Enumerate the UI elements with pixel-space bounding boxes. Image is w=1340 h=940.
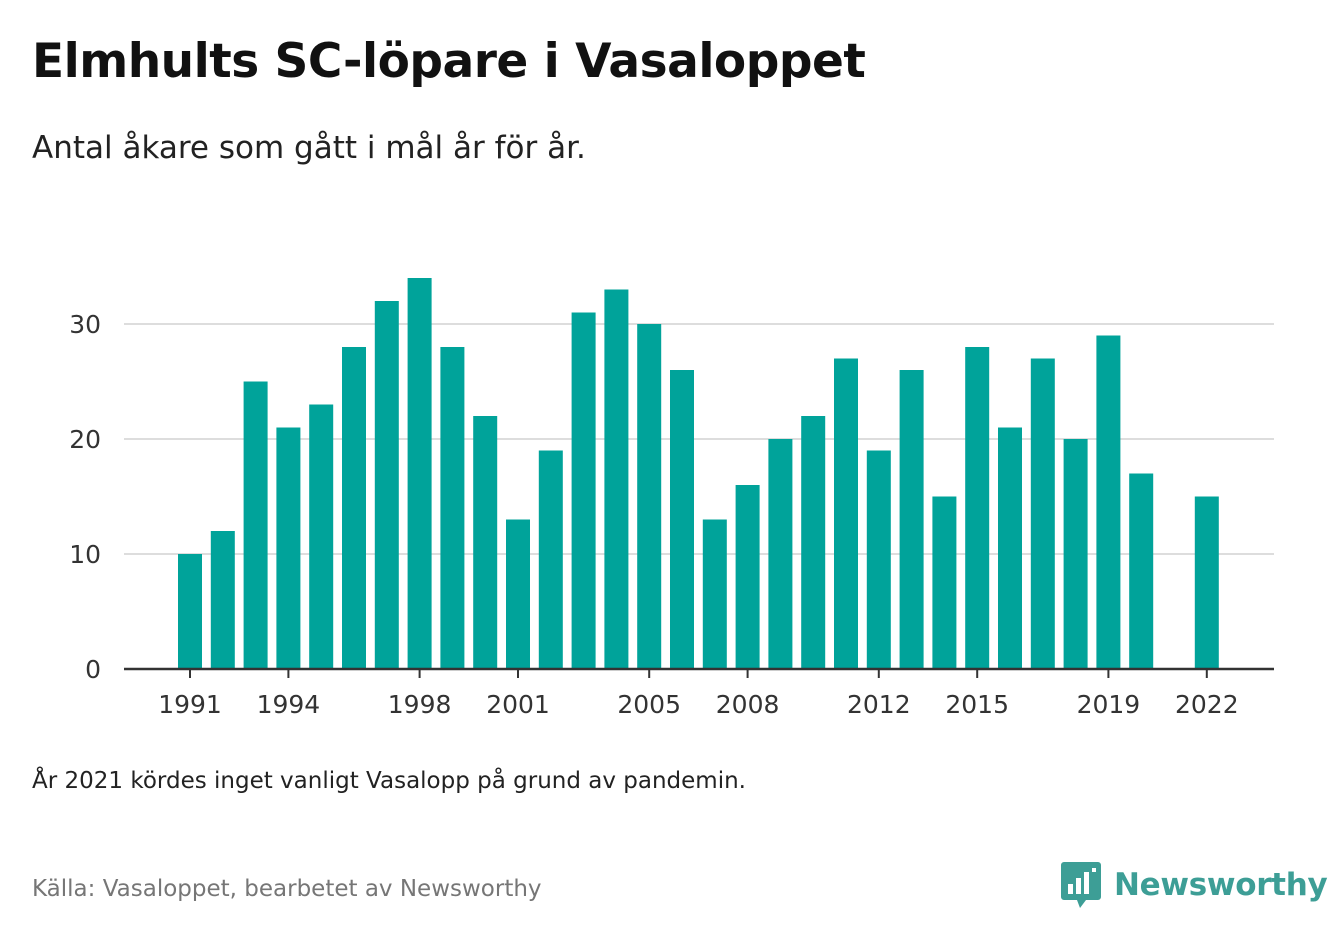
x-tick-label: 2001: [486, 690, 550, 719]
bar-2015: [965, 347, 990, 669]
bar-2012: [866, 450, 891, 669]
logo-text: Newsworthy: [1114, 867, 1328, 903]
bar-2001: [506, 519, 530, 669]
bar-2007: [702, 519, 727, 669]
source-credit: Källa: Vasaloppet, bearbetet av Newswort…: [32, 876, 542, 902]
bar-2011: [834, 358, 858, 669]
x-tick-label: 2015: [945, 690, 1009, 719]
bar-2022: [1194, 496, 1219, 669]
bar-1996: [342, 347, 366, 669]
y-tick-label: 20: [69, 425, 101, 454]
chart-subtitle: Antal åkare som gått i mål år för år.: [32, 130, 586, 166]
y-tick-label: 10: [69, 540, 101, 569]
bar-2009: [768, 439, 793, 669]
y-tick-label: 0: [85, 655, 101, 684]
bar-2013: [899, 370, 924, 669]
chart-note: År 2021 kördes inget vanligt Vasalopp på…: [32, 768, 746, 794]
bar-2016: [998, 427, 1022, 669]
bar-2019: [1096, 335, 1121, 669]
bar-1999: [440, 347, 465, 669]
x-tick-label: 2012: [847, 690, 911, 719]
x-tick-label: 1994: [257, 690, 321, 719]
x-tick-label: 2005: [617, 690, 681, 719]
bar-1997: [374, 301, 399, 669]
bar-1993: [243, 381, 268, 669]
bar-2000: [473, 416, 498, 669]
x-tick-label: 1998: [388, 690, 452, 719]
bar-2006: [670, 370, 694, 669]
x-tick-label: 2008: [716, 690, 780, 719]
x-tick-label: 2022: [1175, 690, 1239, 719]
bar-2018: [1063, 439, 1088, 669]
bar-2017: [1030, 358, 1055, 669]
x-tick-label: 2019: [1077, 690, 1141, 719]
bar-chart: 0 10 20 30 1991 1994 1998 2001 2005 2008 2012 2015…: [69, 278, 1274, 719]
bar-1992: [210, 531, 235, 669]
bar-2010: [801, 416, 826, 669]
bar-1998: [407, 278, 432, 669]
bar-2020: [1129, 473, 1154, 669]
x-axis: 1991 1994 1998 2001 2005 2008 2012 2015 2019 2022: [124, 667, 1274, 719]
y-axis-labels: 0 10 20 30: [69, 310, 101, 684]
bar-2003: [571, 312, 596, 669]
bar-1991: [178, 554, 202, 669]
x-tick-label: 1991: [158, 690, 222, 719]
chart-title: Elmhults SC-löpare i Vasaloppet: [32, 34, 866, 89]
bar-2008: [735, 485, 760, 669]
bar-2002: [538, 450, 563, 669]
bar-1995: [309, 404, 334, 669]
bars: [178, 278, 1219, 669]
bar-2004: [604, 289, 629, 669]
y-tick-label: 30: [69, 310, 101, 339]
bar-chart-speech-bubble-icon: [1061, 862, 1101, 908]
bar-1994: [276, 427, 301, 669]
bar-2014: [932, 496, 957, 669]
bar-2005: [637, 324, 662, 669]
newsworthy-logo: Newsworthy: [1060, 860, 1328, 910]
